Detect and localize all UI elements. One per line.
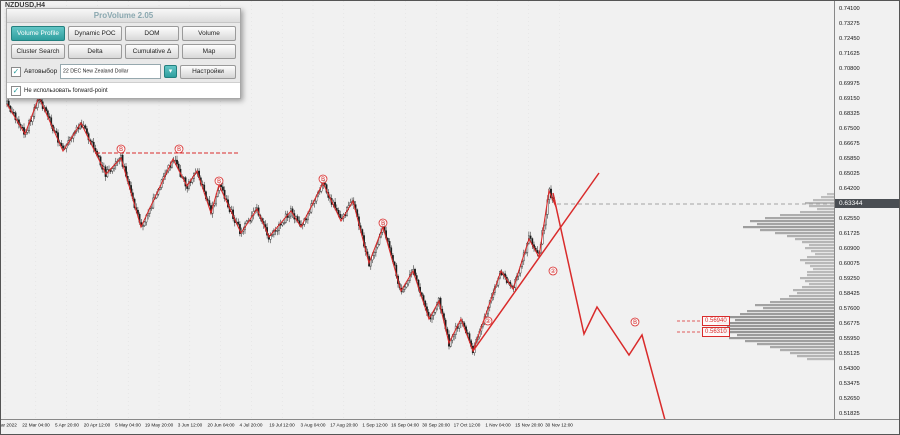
autoselect-checkbox[interactable]: ✓ [11,66,21,77]
time-axis-label: 16 Sep 04:00 [391,422,420,429]
time-axis-label: 1 Sep 12:00 [361,422,388,429]
price-axis-label: 0.60900 [839,245,860,252]
pv-button-volume[interactable]: Volume [182,26,236,41]
time-axis-label: 17 Oct 12:00 [453,422,481,429]
autoselect-label: Автовыбор [24,68,58,75]
price-axis-label: 0.74100 [839,5,860,12]
price-axis-label: 0.72450 [839,35,860,42]
pv-button-cluster-search[interactable]: Cluster Search [11,44,65,59]
price-axis-label: 0.70800 [839,65,860,72]
price-axis-label: 0.55125 [839,350,860,357]
svg-text:②: ② [485,318,491,325]
provolume-panel[interactable]: ProVolume 2.05 Volume Profile Dynamic POC… [6,8,241,99]
price-chart: В В В В В ② ② В [4,1,835,421]
forward-point-label: Не использовать forward-point [24,87,108,94]
instrument-select[interactable]: 22 DEC New Zealand Dollar [60,64,161,79]
svg-text:В: В [633,319,637,326]
panel-controls-row: ✓ Автовыбор 22 DEC New Zealand Dollar ▾ … [7,61,240,82]
time-axis-label: 7 Mar 2022 [0,422,17,429]
time-axis-label: 20 Apr 12:00 [84,422,111,429]
svg-text:В: В [217,178,221,185]
pv-button-cumulative-[interactable]: Cumulative Δ [125,44,179,59]
price-axis-label: 0.66675 [839,140,860,147]
time-axis-label: 3 Jun 12:00 [177,422,203,429]
time-axis-label: 19 Jul 12:00 [269,422,295,429]
forward-point-checkbox[interactable]: ✓ [11,85,21,96]
price-axis-label: 0.65025 [839,170,860,177]
time-axis-label: 17 Aug 20:00 [329,422,358,429]
price-axis-label: 0.69150 [839,95,860,102]
price-axis[interactable]: 0.63344 0.74100 0.73275 0.72450 0.71625 0.70… [834,1,899,421]
price-axis-label: 0.65850 [839,155,860,162]
pv-button-map[interactable]: Map [182,44,236,59]
pv-button-grid: Volume Profile Dynamic POC DOM Volume Cluste… [7,23,240,61]
time-axis-label: 30 Nov 12:00 [545,422,574,429]
time-axis-label: 5 May 04:00 [115,422,142,429]
price-axis-label: 0.69975 [839,80,860,87]
svg-text:②: ② [550,268,556,275]
pv-button-dynamic-poc[interactable]: Dynamic POC [68,26,122,41]
price-axis-label: 0.56775 [839,320,860,327]
time-axis-label: 3 Aug 04:00 [300,422,326,429]
svg-text:В: В [119,146,123,153]
price-axis-label: 0.68325 [839,110,860,117]
time-axis-label: 1 Nov 04:00 [485,422,511,429]
price-axis-label: 0.62550 [839,215,860,222]
price-axis-label: 0.57600 [839,305,860,312]
forward-point-row: ✓ Не использовать forward-point [7,82,240,98]
price-level-tag[interactable]: 0.56940 [702,316,730,326]
time-axis[interactable]: 7 Mar 2022 22 Mar 04:00 5 Apr 20:00 20 Apr … [1,419,899,434]
time-axis-label: 30 Sep 20:00 [422,422,451,429]
chart-area[interactable]: В В В В В ② ② В NZDUSD,H4 0.56940 0.56310 [1,1,836,421]
time-axis-label: 15 Nov 20:00 [514,422,543,429]
time-axis-label: 19 May 20:00 [144,422,174,429]
price-axis-label: 0.71625 [839,50,860,57]
time-axis-label: 22 Mar 04:00 [22,422,50,429]
pv-button-volume-profile[interactable]: Volume Profile [11,26,65,41]
settings-button[interactable]: Настройки [180,64,236,79]
price-axis-label: 0.73275 [839,20,860,27]
price-axis-label: 0.53475 [839,380,860,387]
price-axis-label: 0.54300 [839,365,860,372]
svg-text:В: В [321,176,325,183]
price-axis-label: 0.64200 [839,185,860,192]
price-axis-label: 0.61725 [839,230,860,237]
panel-title: ProVolume 2.05 [7,9,240,23]
pv-button-delta[interactable]: Delta [68,44,122,59]
price-axis-label: 0.67500 [839,125,860,132]
chart-symbol-label: NZDUSD,H4 [5,2,46,9]
pv-button-dom[interactable]: DOM [125,26,179,41]
price-level-tag[interactable]: 0.56310 [702,327,730,337]
price-axis-label: 0.55950 [839,335,860,342]
current-price-badge: 0.63344 [835,199,899,208]
price-axis-label: 0.58425 [839,290,860,297]
price-axis-label: 0.59250 [839,275,860,282]
price-axis-label: 0.51825 [839,410,860,417]
instrument-dropdown-button[interactable]: ▾ [164,65,177,78]
time-axis-label: 5 Apr 20:00 [54,422,79,429]
instrument-select-value: 22 DEC New Zealand Dollar [63,68,129,75]
svg-text:В: В [381,220,385,227]
time-axis-label: 4 Jul 20:00 [239,422,263,429]
svg-text:В: В [177,146,181,153]
price-axis-label: 0.52650 [839,395,860,402]
price-axis-label: 0.60075 [839,260,860,267]
time-axis-label: 20 Jun 04:00 [207,422,235,429]
